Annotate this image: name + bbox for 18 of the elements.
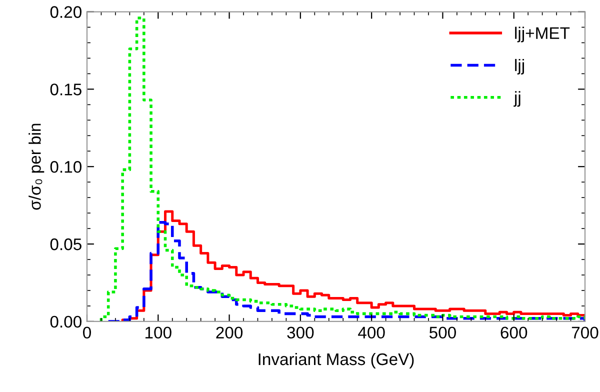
x-tick-label: 400 <box>358 326 385 339</box>
x-tick-label: 0 <box>83 326 91 339</box>
y-tick-label: 0.15 <box>50 84 82 96</box>
y-tick-label: 0.20 <box>50 6 82 18</box>
x-tick-label: 100 <box>146 326 172 339</box>
x-axis-title: Invariant Mass (GeV) <box>258 352 414 368</box>
x-tick-label: 300 <box>287 326 314 339</box>
y-tick-label: 0.00 <box>50 316 82 328</box>
legend-label: ljj+MET <box>515 26 570 42</box>
legend-label: ljj <box>515 58 524 74</box>
y-axis-title: σ/σ₀ per bin <box>28 124 44 210</box>
y-tick-label: 0.10 <box>50 161 82 173</box>
x-tick-label: 700 <box>572 326 598 339</box>
legend-label: jj <box>514 91 520 107</box>
x-tick-label: 200 <box>216 326 243 339</box>
y-tick-label: 0.05 <box>50 238 82 250</box>
x-tick-label: 500 <box>429 326 456 339</box>
x-tick-label: 600 <box>500 326 528 339</box>
